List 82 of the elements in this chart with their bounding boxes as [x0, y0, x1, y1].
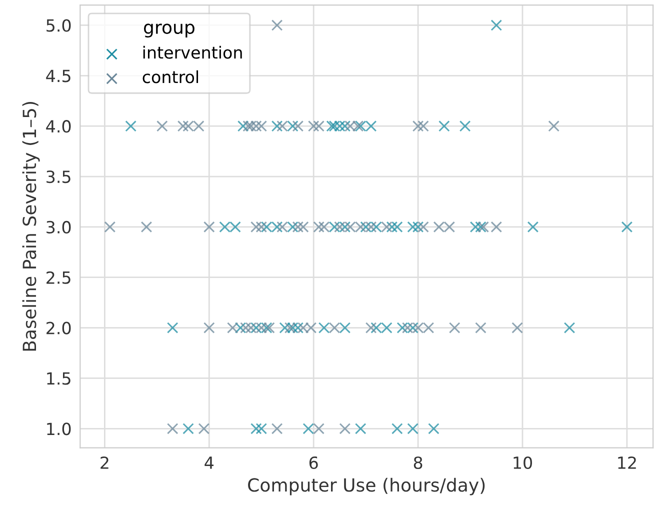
point: [407, 221, 418, 233]
point: [198, 422, 210, 434]
point: [412, 221, 424, 233]
point: [512, 322, 523, 334]
y-tick-label: 3.0: [46, 220, 71, 234]
point: [271, 120, 283, 132]
point: [318, 322, 330, 334]
point: [407, 422, 418, 434]
x-axis-title: Computer Use (hours/day): [248, 478, 485, 496]
point: [313, 221, 324, 233]
point: [156, 120, 168, 132]
y-tick-label: 3.5: [46, 170, 70, 184]
point: [250, 422, 262, 434]
point: [412, 120, 424, 132]
point: [125, 120, 136, 132]
point: [459, 120, 471, 132]
point: [470, 221, 482, 233]
point: [308, 120, 320, 132]
point: [339, 322, 351, 334]
x-tick-label: 4: [204, 456, 214, 469]
point: [438, 120, 450, 132]
point: [256, 221, 268, 233]
point: [104, 221, 116, 233]
point: [292, 120, 304, 132]
point: [391, 422, 403, 434]
point: [475, 322, 486, 334]
point: [381, 221, 392, 233]
y-tick-label: 2.5: [46, 271, 70, 284]
point: [271, 422, 283, 434]
point: [166, 422, 178, 434]
point: [256, 422, 268, 434]
y-axis-title: Baseline Pain Severity (1–5): [22, 102, 40, 351]
y-tick-label: 4.5: [46, 70, 70, 82]
point: [318, 221, 330, 233]
point: [234, 322, 246, 334]
y-tick-label: 1.5: [47, 372, 70, 385]
point: [287, 221, 298, 233]
y-tick-label: 4.0: [46, 120, 71, 133]
point: [302, 422, 314, 434]
x-tick-label: 12: [618, 456, 636, 469]
point: [328, 322, 340, 334]
point: [203, 322, 215, 334]
point: [428, 422, 440, 434]
point: [250, 221, 262, 233]
y-tick-label: 2.0: [46, 322, 71, 334]
x-tick-label: 6: [309, 456, 318, 470]
point: [339, 422, 351, 434]
point: [448, 322, 460, 334]
point: [313, 422, 324, 434]
x-tick-label: 2: [100, 456, 108, 469]
point: [313, 120, 324, 132]
legend-label: control: [142, 70, 198, 84]
legend-label: intervention: [143, 46, 242, 59]
x-tick-label: 10: [514, 456, 532, 470]
point: [386, 221, 398, 233]
point: [177, 120, 189, 132]
point: [287, 120, 298, 132]
point: [365, 322, 377, 334]
point: [297, 221, 309, 233]
point: [237, 120, 249, 132]
point: [203, 221, 215, 233]
y-tick-label: 5.0: [46, 19, 71, 32]
point: [564, 322, 576, 334]
x-tick-label: 8: [414, 456, 422, 470]
point: [490, 20, 502, 31]
point: [391, 221, 403, 233]
point: [418, 221, 429, 233]
point: [621, 221, 633, 233]
point: [166, 322, 178, 334]
point: [418, 120, 429, 132]
point: [140, 221, 152, 233]
point: [271, 20, 283, 31]
point: [182, 422, 194, 434]
point: [276, 221, 288, 233]
legend-title: group: [144, 24, 194, 38]
point: [276, 120, 288, 132]
point: [475, 221, 486, 233]
y-tick-label: 1.0: [47, 422, 71, 436]
point: [527, 221, 539, 233]
point: [354, 422, 366, 434]
point: [292, 221, 304, 233]
point: [548, 120, 560, 132]
